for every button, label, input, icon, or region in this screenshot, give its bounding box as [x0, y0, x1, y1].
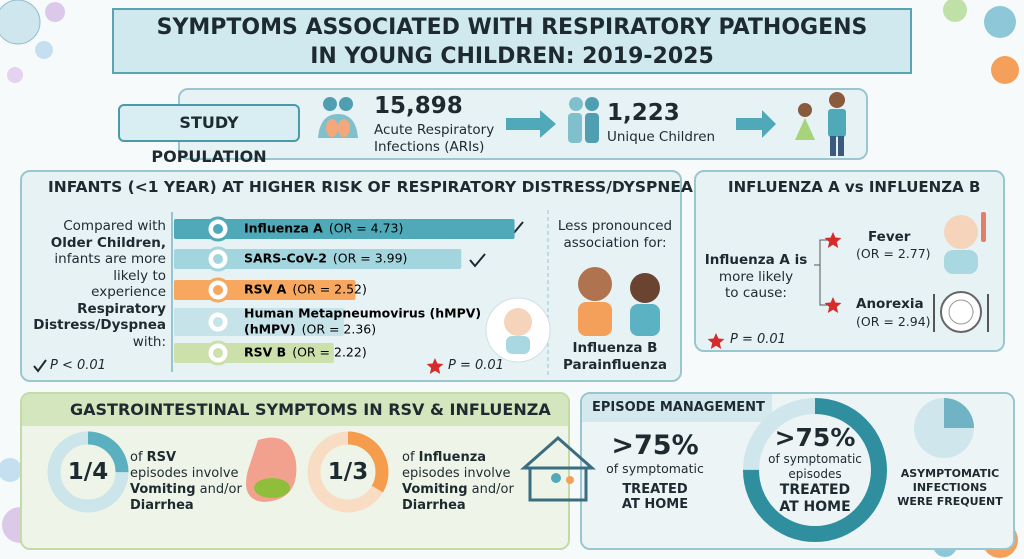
title-banner: SYMPTOMS ASSOCIATED WITH RESPIRATORY PAT…	[112, 8, 912, 74]
footnote: P < 0.01	[50, 358, 106, 373]
asym-line: INFECTIONS	[912, 481, 988, 494]
donut-text: >75% of symptomatic episodes TREATED AT …	[755, 424, 875, 516]
episode-header	[582, 394, 772, 422]
stat-text: of symptomatic	[606, 461, 704, 476]
lead-line: to cause:	[725, 285, 787, 301]
gi-header	[22, 394, 568, 426]
intro-line: Compared with	[63, 218, 166, 234]
gi-text: and/or	[471, 482, 514, 497]
asym-line: ASYMPTOMATIC	[900, 467, 1000, 480]
lead-line: more likely	[718, 268, 794, 285]
bar-label: Influenza A	[244, 221, 323, 236]
fraction: 1/3	[327, 459, 369, 485]
intro-line: infants are more	[54, 251, 166, 267]
gi-text: of	[130, 450, 143, 465]
gi-text: episodes involve	[402, 466, 511, 481]
gi-pathogen: RSV	[146, 450, 177, 465]
infants-intro: Compared with Older Children, infants ar…	[28, 218, 166, 350]
gi-text: episodes involve	[130, 466, 239, 481]
donut-line: episodes	[788, 467, 842, 481]
panel-title: INFLUENZA A vs INFLUENZA B	[728, 178, 981, 196]
gi-text: and/or	[199, 482, 242, 497]
study-icons	[318, 92, 846, 156]
or-bar	[174, 249, 462, 269]
title: SYMPTOMS ASSOCIATED WITH RESPIRATORY PAT…	[156, 15, 868, 40]
stat-number: 1,223	[607, 100, 680, 126]
symptom-name: Anorexia	[856, 296, 924, 312]
less-title-line: association for:	[563, 234, 667, 251]
influenza-lead: Influenza A is more likely to cause:	[700, 252, 812, 302]
intro-line: Distress/Dyspnea	[33, 317, 166, 333]
gi-pathogen: Influenza	[418, 450, 487, 465]
bar-label: RSV B	[244, 345, 286, 360]
asymptomatic: ASYMPTOMATIC INFECTIONS WERE FREQUENT	[886, 467, 1014, 509]
stat-label: Infections (ARIs)	[374, 139, 485, 155]
stat-text: AT HOME	[621, 497, 689, 512]
symptom-or: (OR = 2.94)	[856, 314, 931, 329]
donut-arc	[47, 431, 129, 513]
study-label: STUDY POPULATION	[118, 104, 300, 166]
virus-core	[213, 348, 223, 358]
donut-line: AT HOME	[779, 499, 851, 515]
intro-line: with:	[132, 333, 166, 350]
intro-line: Older Children,	[50, 234, 166, 251]
bar-label: Human Metapneumovirus (hMPV)	[244, 306, 481, 321]
less-item: Parainfluenza	[563, 357, 667, 373]
stat-label: Unique Children	[607, 129, 716, 145]
intro-line: experience	[91, 284, 166, 300]
intro-line: Respiratory	[77, 300, 166, 317]
footnote: P = 0.01	[448, 358, 504, 373]
stat-value: >75%	[611, 430, 699, 461]
lead-line: Influenza A is	[704, 252, 808, 268]
less-title: Less pronounced association for:	[553, 218, 677, 251]
virus-core	[213, 254, 223, 264]
title: IN YOUNG CHILDREN: 2019-2025	[310, 44, 714, 69]
gi-symptom: Diarrhea	[130, 498, 194, 513]
donut-line: of symptomatic	[768, 452, 862, 466]
bar-label: RSV A	[244, 282, 287, 297]
symptom-name: Fever	[868, 229, 911, 245]
gi-text: of Influenza episodes involve Vomiting a…	[402, 450, 514, 514]
gi-text: of	[402, 450, 415, 465]
panel-title: GASTROINTESTINAL SYMPTOMS IN RSV & INFLU…	[70, 400, 551, 419]
less-title-line: Less pronounced	[557, 218, 673, 234]
donut-value: >75%	[774, 423, 856, 452]
bar-or: (OR = 2.52)	[292, 282, 367, 297]
gi-text: of RSV episodes involve Vomiting and/or …	[130, 450, 242, 514]
bar-or: (OR = 4.73)	[329, 221, 404, 236]
episode-stat: >75% of symptomatic TREATED AT HOME	[600, 430, 710, 512]
gi-symptom: Vomiting	[130, 482, 196, 497]
bar-or: (OR = 2.36)	[302, 322, 377, 337]
bar-or: (OR = 2.22)	[292, 345, 367, 360]
or-bar	[174, 219, 515, 239]
or-bars: Influenza A (OR = 4.73)SARS-CoV-2 (OR = 3.…	[33, 210, 660, 376]
donut-arc	[743, 398, 887, 542]
panel-title: INFANTS (<1 YEAR) AT HIGHER RISK OF RESP…	[48, 178, 693, 196]
bar-label: (hMPV)	[244, 322, 296, 337]
less-item: Influenza B	[572, 340, 658, 356]
bar-or: (OR = 3.99)	[333, 251, 408, 266]
footnote: P = 0.01	[730, 332, 786, 347]
intro-line: likely to	[113, 267, 166, 284]
gi-symptom: Diarrhea	[402, 498, 466, 513]
symptom-or: (OR = 2.77)	[856, 246, 931, 261]
virus-core	[213, 317, 223, 327]
asym-line: WERE FREQUENT	[897, 495, 1003, 508]
gi-symptom: Vomiting	[402, 482, 468, 497]
fraction: 1/4	[67, 459, 109, 485]
infants-panel	[20, 170, 682, 382]
bar-label: SARS-CoV-2	[244, 251, 327, 266]
influenza-icons	[707, 212, 989, 349]
donut-line: TREATED	[779, 482, 851, 498]
virus-core	[213, 285, 223, 295]
virus-core	[213, 224, 223, 234]
stat-text: TREATED	[622, 482, 688, 497]
less-items: Influenza B Parainfluenza	[553, 340, 677, 374]
stat-number: 15,898	[374, 93, 463, 119]
panel-title: EPISODE MANAGEMENT	[592, 400, 765, 415]
donut-arc	[307, 431, 389, 513]
stat-label: Acute Respiratory	[374, 122, 495, 138]
